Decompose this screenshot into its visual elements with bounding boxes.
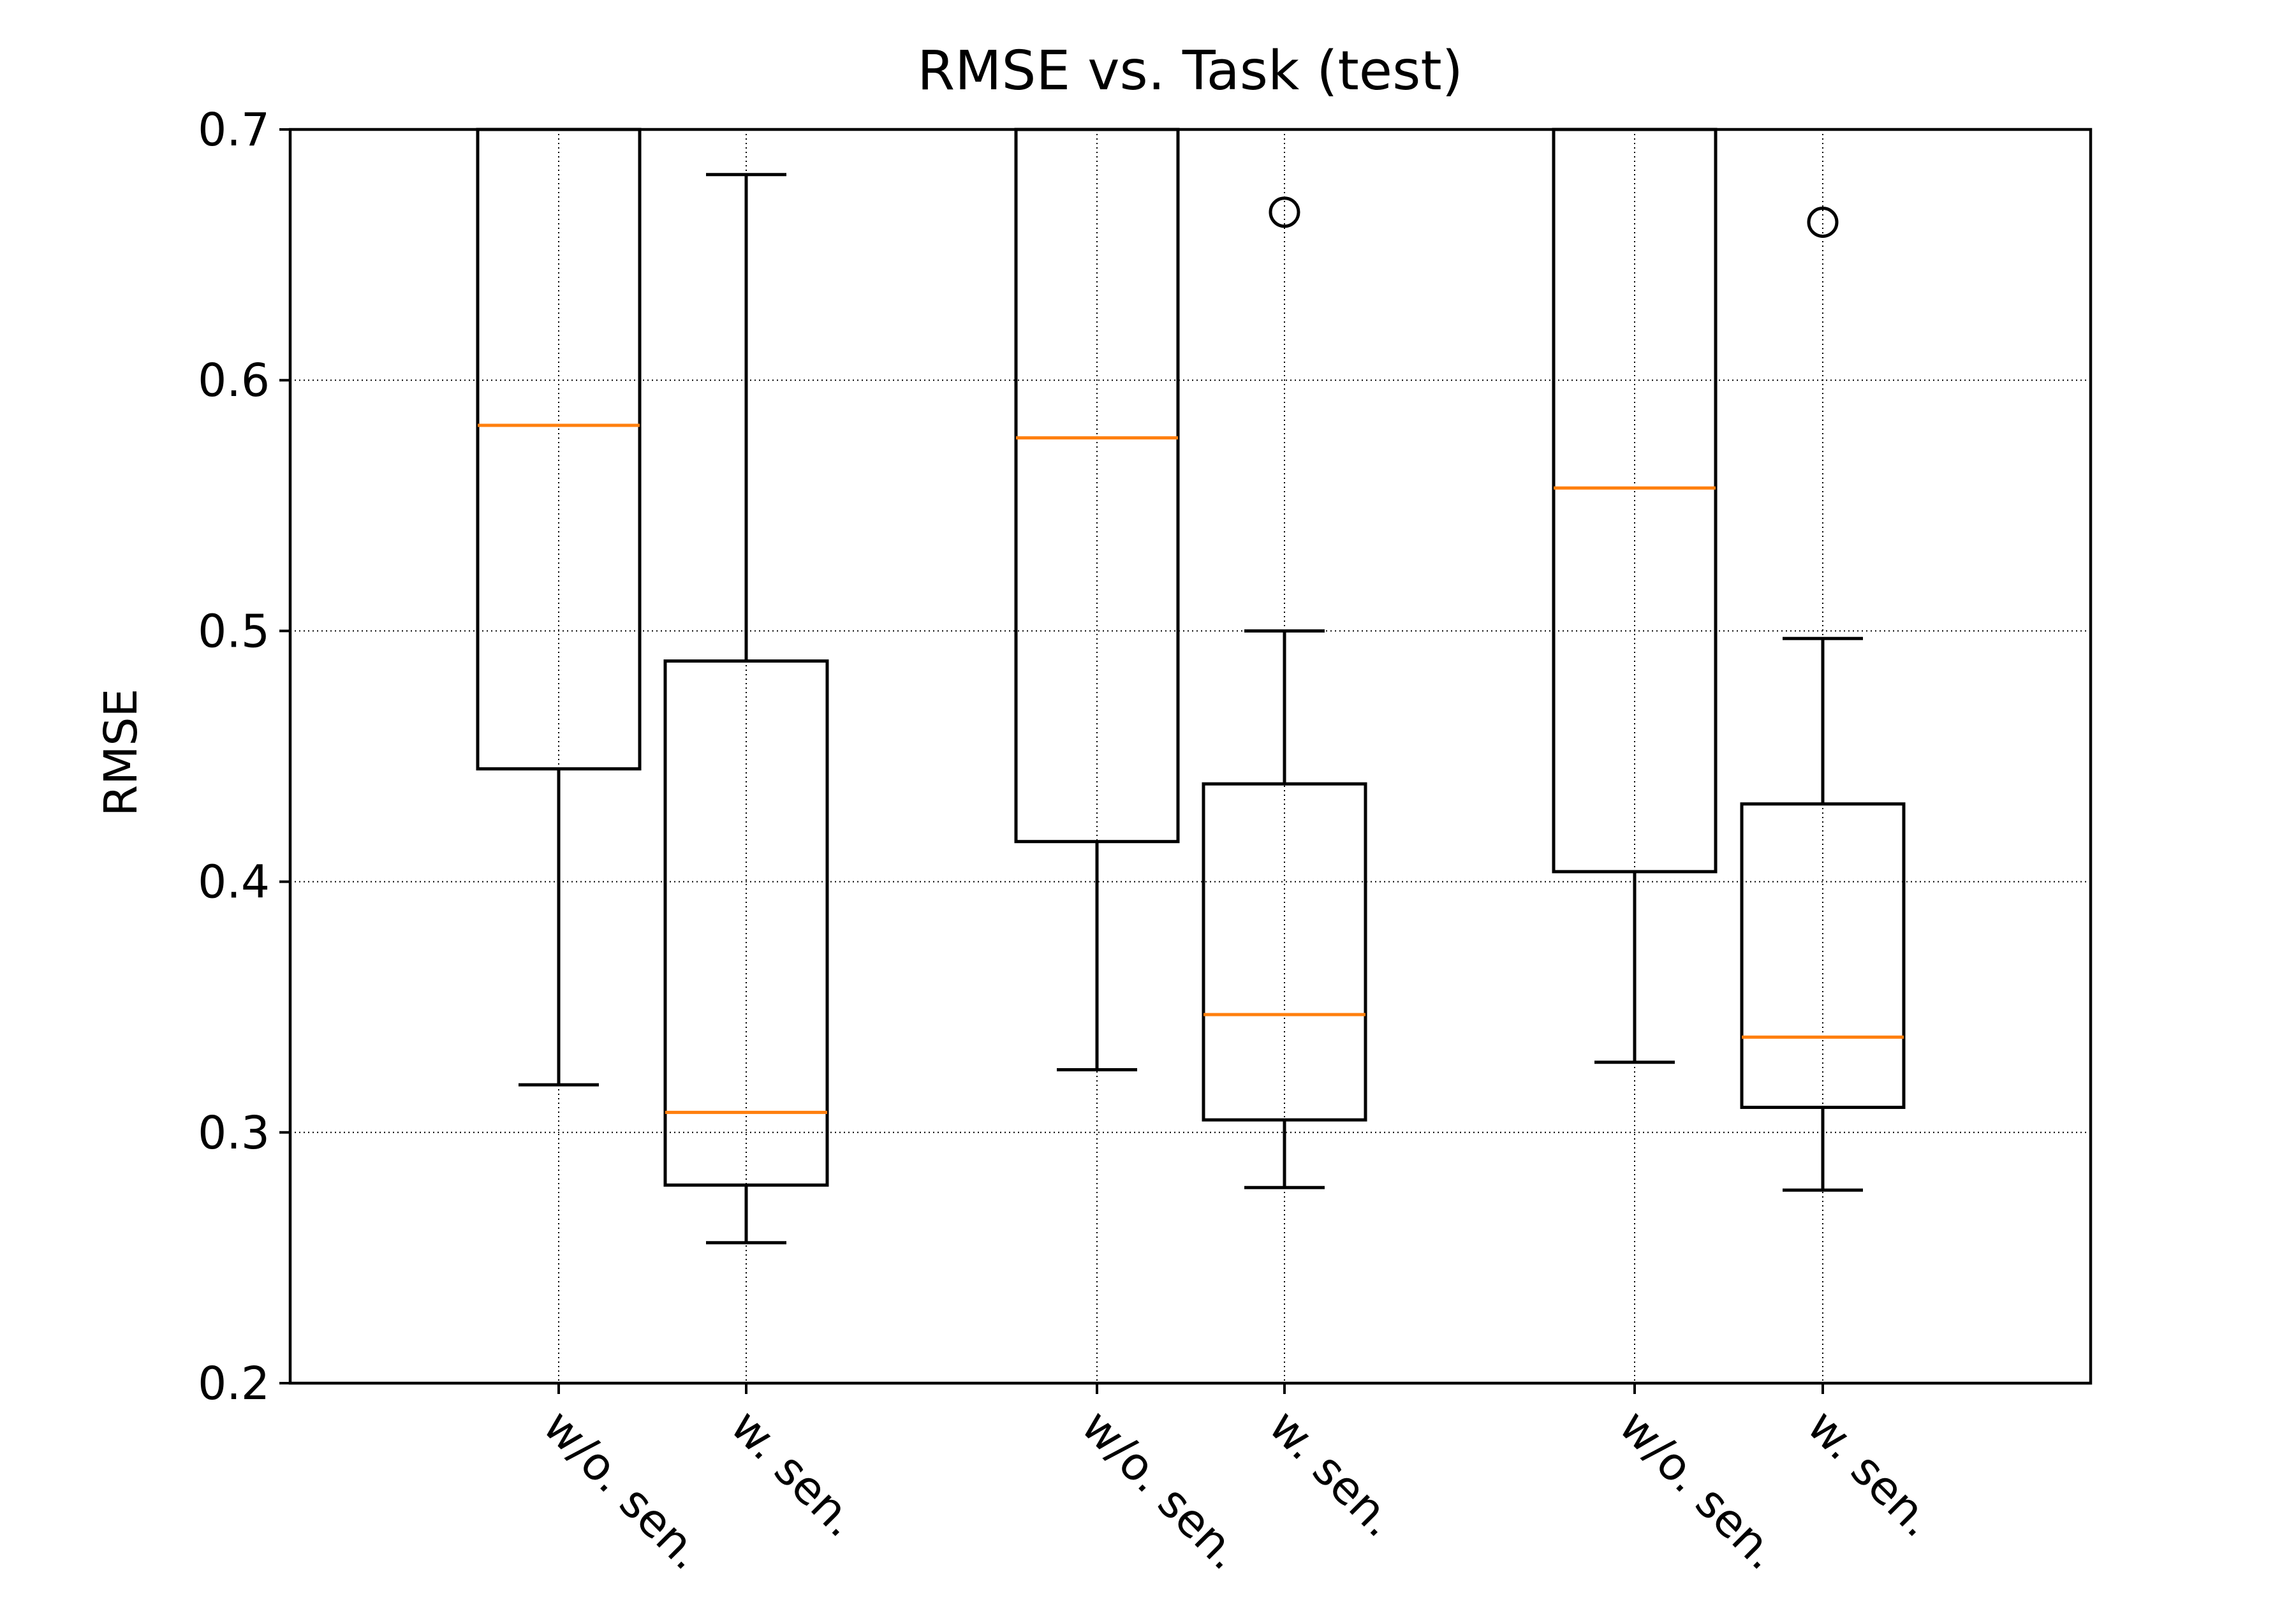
x-tick-label: w. sen. [1797, 1399, 1945, 1547]
chart-title: RMSE vs. Task (test) [917, 40, 1463, 103]
x-tick-label: w. sen. [1259, 1399, 1407, 1547]
y-tick-label: 0.4 [198, 856, 270, 909]
box-5 [1552, 128, 1718, 1064]
y-tick-label: 0.2 [198, 1357, 270, 1410]
outlier-point [1269, 196, 1300, 228]
box-body [1014, 128, 1180, 844]
x-tick-label: w. sen. [721, 1399, 869, 1547]
y-axis-label: RMSE [94, 689, 147, 817]
box-3 [1014, 128, 1180, 1071]
box-4 [1202, 196, 1367, 1189]
y-tick-label: 0.6 [198, 354, 270, 407]
plot-frame [288, 128, 2093, 1385]
y-tick-label: 0.3 [198, 1106, 270, 1159]
outlier-point [1807, 206, 1839, 238]
box-2 [663, 173, 829, 1245]
marks-layer [476, 128, 1906, 1245]
box-6 [1740, 206, 1906, 1192]
y-tick-label: 0.5 [198, 605, 270, 657]
x-tick-label: w/o. sen. [1071, 1399, 1252, 1580]
box-body [663, 659, 829, 1187]
box-body [476, 128, 642, 771]
x-tick-label: w/o. sen. [1609, 1399, 1790, 1580]
grid-layer [290, 129, 2091, 1383]
x-tick-label: w/o. sen. [533, 1399, 714, 1580]
y-tick-label: 0.7 [198, 103, 270, 156]
